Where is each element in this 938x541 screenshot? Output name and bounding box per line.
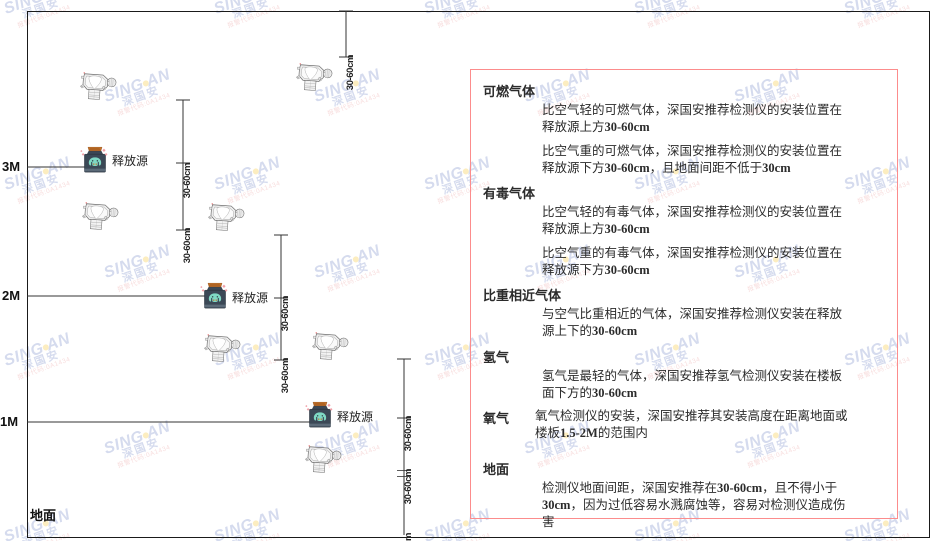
svg-text:1M: 1M	[0, 414, 18, 429]
svg-text:30-60cm: 30-60cm	[280, 358, 291, 393]
svg-text:30-60cm: 30-60cm	[403, 533, 414, 541]
svg-text:地面: 地面	[30, 508, 56, 523]
svg-text:3M: 3M	[2, 159, 20, 174]
svg-text:释放源: 释放源	[232, 290, 268, 305]
svg-text:30-60cm: 30-60cm	[403, 469, 414, 504]
svg-text:30-60cm: 30-60cm	[345, 55, 356, 90]
svg-text:释放源: 释放源	[337, 409, 373, 424]
svg-text:30-60cm: 30-60cm	[280, 296, 291, 331]
svg-text:30-60cm: 30-60cm	[182, 163, 193, 198]
svg-text:30-60cm: 30-60cm	[403, 416, 414, 451]
svg-text:2M: 2M	[2, 288, 20, 303]
svg-text:释放源: 释放源	[112, 153, 148, 168]
svg-text:30-60cm: 30-60cm	[182, 228, 193, 263]
